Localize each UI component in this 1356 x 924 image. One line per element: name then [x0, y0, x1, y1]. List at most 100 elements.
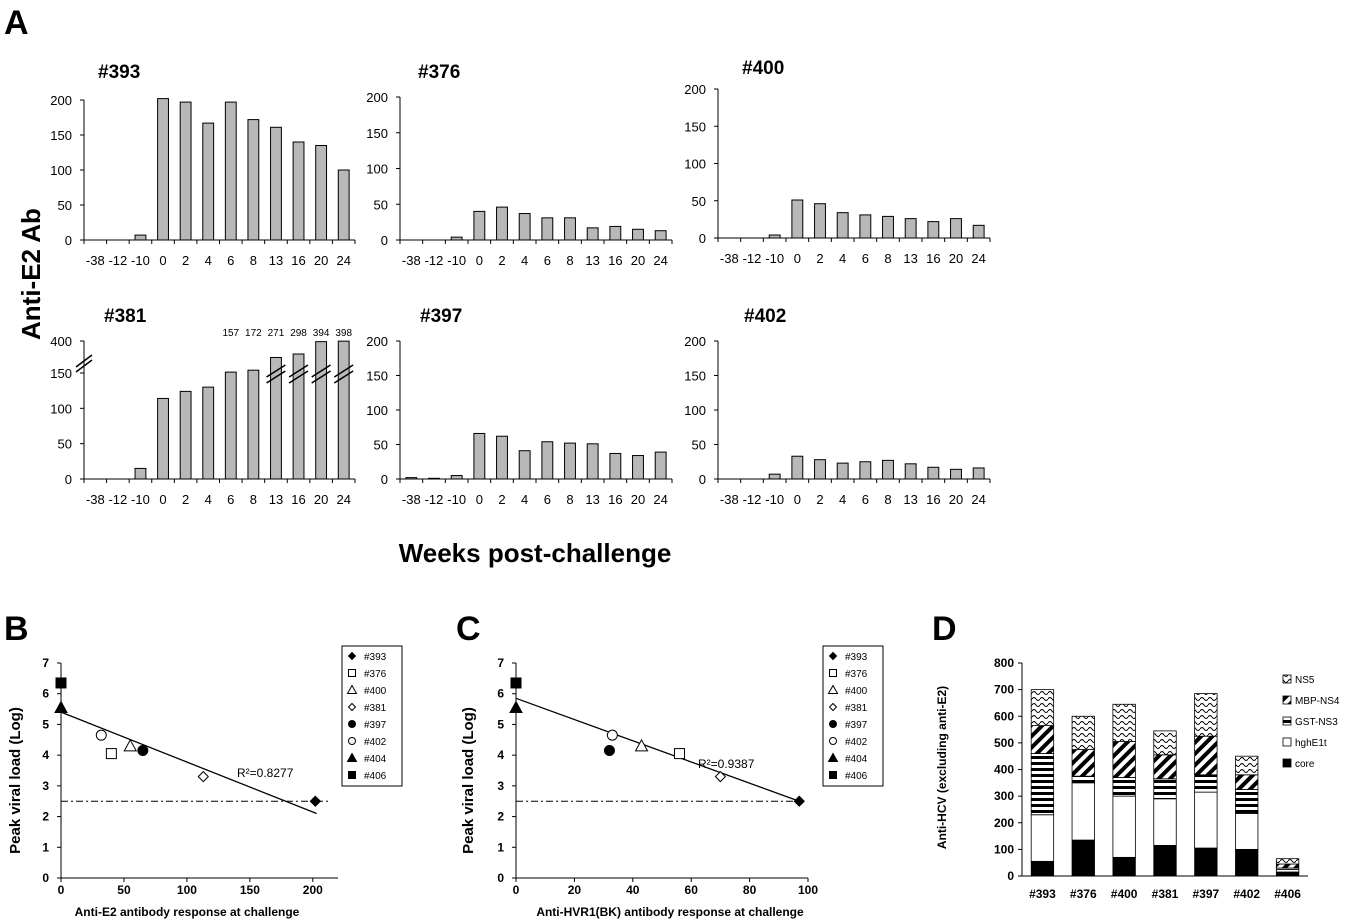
data-point — [606, 729, 618, 741]
x-tick-label: -10 — [765, 492, 784, 507]
x-tick-label: -10 — [131, 492, 150, 507]
y-tick-label: 150 — [50, 128, 72, 143]
data-point — [829, 720, 837, 728]
y-tick-label: 700 — [994, 683, 1014, 697]
bar — [904, 463, 917, 480]
x-tick-label: 0 — [794, 492, 801, 507]
bar — [315, 145, 328, 241]
data-point — [603, 745, 615, 757]
y-tick-label: 0 — [381, 472, 388, 487]
y-tick-label: 500 — [994, 736, 1014, 750]
legend-frame — [822, 645, 884, 787]
x-tick-label: 0 — [476, 253, 483, 268]
bar — [428, 477, 440, 480]
bar — [541, 217, 554, 241]
y-tick-label: 100 — [50, 163, 72, 178]
x-tick-label: -38 — [720, 251, 739, 266]
x-tick-label: 13 — [269, 253, 283, 268]
bar — [224, 101, 237, 241]
stack-segment-gst-ns3 — [1030, 753, 1055, 816]
x-tick-label: -10 — [765, 251, 784, 266]
y-tick-label: 0 — [42, 871, 49, 885]
x-tick-label: 2 — [816, 492, 823, 507]
bar — [654, 230, 667, 241]
y-tick-label: 4 — [497, 748, 504, 762]
bar — [814, 203, 826, 239]
bar-value-label: 298 — [290, 328, 307, 339]
bar — [768, 473, 781, 480]
bar — [247, 119, 260, 241]
bar — [972, 467, 985, 480]
bar-break-mark — [266, 364, 286, 378]
y-tick-label: 1 — [497, 840, 504, 854]
bar — [179, 101, 192, 241]
regression-line — [515, 697, 800, 802]
bar — [450, 475, 463, 480]
y-tick-label: 150 — [684, 369, 706, 384]
y-tick-label: 100 — [994, 842, 1014, 856]
y-tick-label: 2 — [42, 810, 49, 824]
y-tick-label: 800 — [994, 656, 1014, 670]
bar — [654, 451, 667, 480]
x-tick-label: 20 — [631, 492, 645, 507]
legend-label: #381 — [364, 703, 387, 714]
legend-label: #393 — [364, 652, 387, 663]
x-tick-label: -10 — [131, 253, 150, 268]
bar — [882, 215, 894, 239]
x-tick-label: 13 — [585, 492, 599, 507]
y-tick-label: 200 — [684, 334, 706, 349]
y-tick-label: 4 — [42, 748, 49, 762]
data-point — [828, 702, 838, 712]
bar — [315, 341, 328, 480]
bar — [882, 459, 894, 480]
x-tick-label: 8 — [250, 492, 257, 507]
x-tick-label: -12 — [743, 492, 762, 507]
x-tick-label: 2 — [182, 492, 189, 507]
x-tick-label: 6 — [544, 253, 551, 268]
x-axis-label: Anti-HVR1(BK) antibody response at chall… — [536, 905, 804, 919]
x-tick-label: 24 — [653, 253, 667, 268]
bar-value-label: 157 — [222, 328, 239, 339]
x-tick-label: -12 — [743, 251, 762, 266]
bar — [586, 443, 599, 480]
x-tick-label: 6 — [862, 251, 869, 266]
bar — [247, 369, 260, 480]
stack-segment-core — [1112, 856, 1136, 877]
y-tick-label: 50 — [58, 198, 72, 213]
stack-segment-ns5 — [1153, 730, 1177, 756]
y-tick-label: 6 — [42, 687, 49, 701]
y-tick-label: 3 — [42, 779, 49, 793]
x-tick-label: 8 — [884, 492, 891, 507]
x-tick-label: 20 — [949, 492, 963, 507]
legend-label: #376 — [845, 669, 868, 680]
data-point — [829, 771, 837, 779]
stack-segment-ns5 — [1235, 755, 1259, 776]
bar — [202, 386, 215, 480]
x-tick-label: 16 — [608, 253, 622, 268]
legend: #393 #376 #400 #381 #397 #402 #404 #406 — [341, 645, 403, 787]
legend-label: GST-NS3 — [1295, 717, 1338, 728]
bar — [337, 169, 350, 241]
y-tick-label: 200 — [366, 334, 388, 349]
x-tick-label: -10 — [447, 492, 466, 507]
bar — [202, 122, 215, 241]
x-tick-label: 8 — [884, 251, 891, 266]
bar — [950, 468, 962, 480]
stack-segment-gst-ns3 — [1235, 789, 1259, 814]
bar — [157, 397, 169, 480]
stack-segment-gst-ns3 — [1071, 775, 1095, 784]
bar-value-label: 271 — [268, 328, 285, 339]
legend-label: #404 — [364, 754, 387, 765]
data-point — [828, 651, 838, 661]
legend-label: #381 — [845, 703, 868, 714]
bar — [518, 450, 531, 480]
y-tick-label: 100 — [50, 401, 72, 416]
bar — [814, 459, 826, 480]
y-tick-label: 3 — [497, 779, 504, 793]
x-tick-label: 20 — [949, 251, 963, 266]
panel-a-y-title: Anti-E2 Ab — [16, 208, 46, 340]
x-tick-label: 0 — [159, 253, 166, 268]
stack-segment-hghe1t — [1235, 813, 1259, 850]
